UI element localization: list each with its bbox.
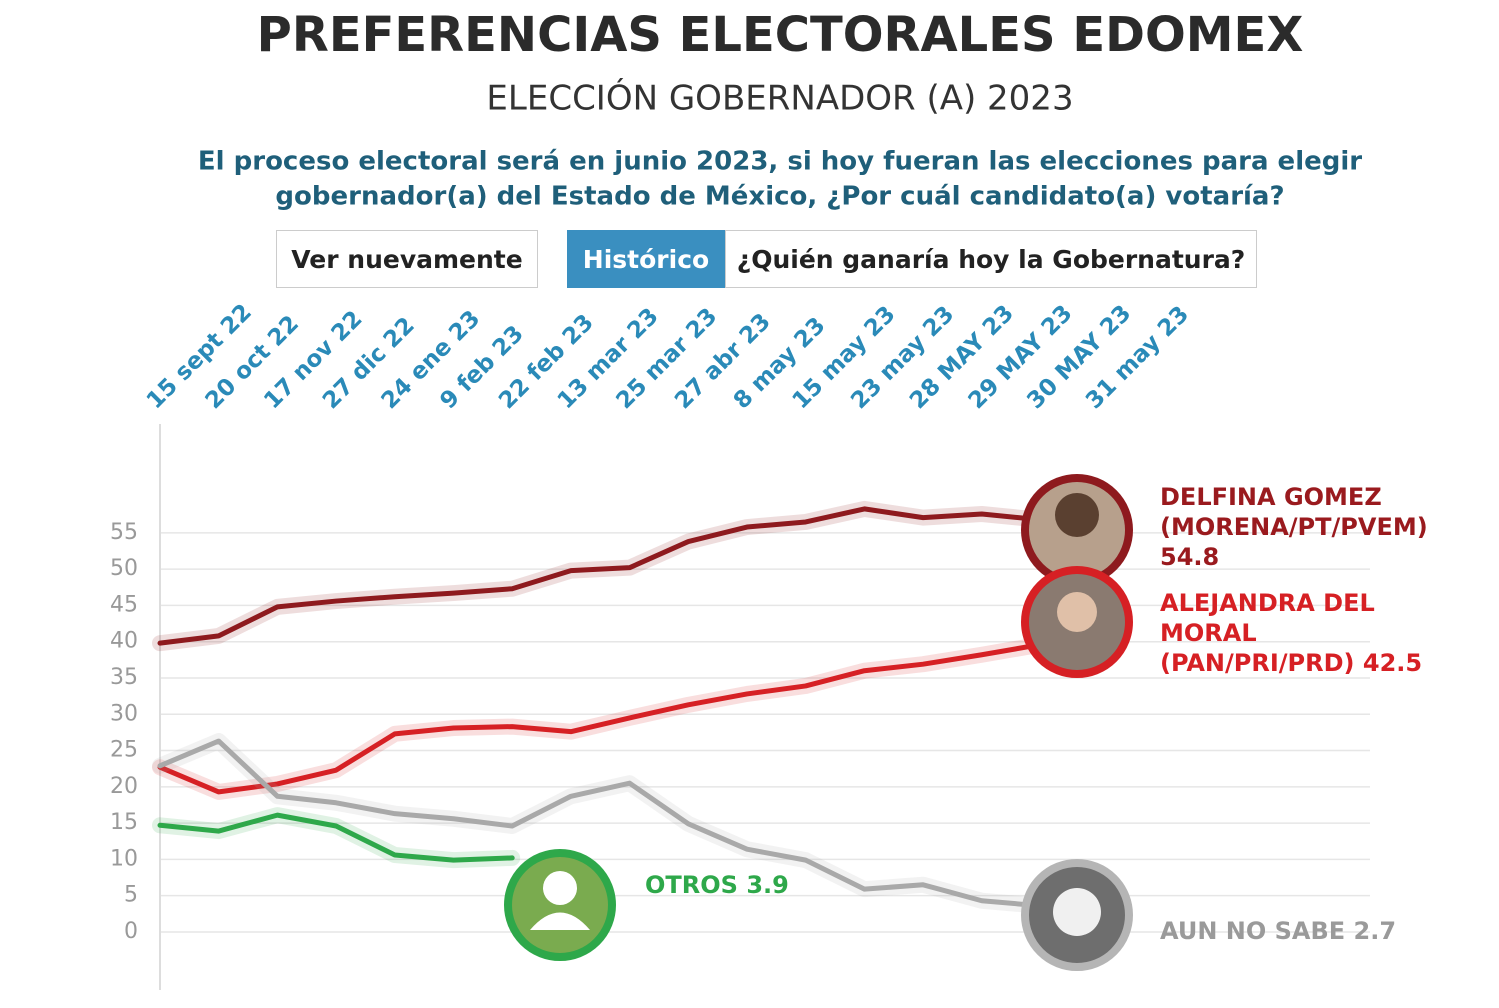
page: PREFERENCIAS ELECTORALES EDOMEX ELECCIÓN… bbox=[0, 0, 1499, 1008]
series-line bbox=[160, 624, 1099, 792]
series-line bbox=[160, 509, 1099, 643]
button-historico[interactable]: Histórico bbox=[567, 230, 725, 288]
icon-otros bbox=[508, 853, 612, 957]
y-tick-label: 0 bbox=[124, 919, 138, 944]
y-tick-label: 5 bbox=[124, 883, 138, 908]
series-name: OTROS bbox=[645, 871, 738, 899]
y-tick-label: 40 bbox=[110, 629, 138, 654]
y-tick-label: 50 bbox=[110, 556, 138, 581]
x-tick-label: 31 may 23 bbox=[1081, 301, 1194, 414]
y-tick-label: 15 bbox=[110, 810, 138, 835]
y-tick-label: 30 bbox=[110, 701, 138, 726]
button-ver-nuevamente[interactable]: Ver nuevamente bbox=[276, 230, 538, 288]
y-tick-label: 55 bbox=[110, 520, 138, 545]
question-line: El proceso electoral será en junio 2023,… bbox=[198, 147, 1362, 177]
question-line: gobernador(a) del Estado de México, ¿Por… bbox=[275, 182, 1284, 212]
icon-aun-no-sabe bbox=[1025, 863, 1129, 967]
series-name: AUN NO SABE bbox=[1160, 917, 1345, 945]
line-halo bbox=[160, 509, 1099, 643]
line-halo bbox=[160, 624, 1099, 792]
y-tick-label: 20 bbox=[110, 774, 138, 799]
data-label: 2.7 bbox=[1354, 917, 1397, 945]
chart-subtitle: ELECCIÓN GOBERNADOR (A) 2023 bbox=[486, 78, 1073, 119]
y-tick-label: 45 bbox=[110, 592, 138, 617]
photo-alejandra bbox=[1025, 570, 1129, 674]
end-label: OTROS 3.9 bbox=[645, 870, 789, 900]
data-label: 54.8 bbox=[1160, 543, 1219, 571]
button-quien-ganaria[interactable]: ¿Quién ganaría hoy la Gobernatura? bbox=[725, 230, 1257, 288]
end-label: ALEJANDRA DEL MORAL (PAN/PRI/PRD) 42.5 bbox=[1160, 588, 1450, 678]
data-label: 3.9 bbox=[746, 871, 789, 899]
data-label: 42.5 bbox=[1363, 649, 1422, 677]
series-name: ALEJANDRA DEL MORAL (PAN/PRI/PRD) bbox=[1160, 589, 1375, 677]
y-tick-label: 10 bbox=[110, 846, 138, 871]
end-label: DELFINA GOMEZ (MORENA/PT/PVEM) 54.8 bbox=[1160, 482, 1450, 572]
y-tick-label: 35 bbox=[110, 665, 138, 690]
end-label: AUN NO SABE 2.7 bbox=[1160, 916, 1396, 946]
chart-title: PREFERENCIAS ELECTORALES EDOMEX bbox=[257, 7, 1304, 63]
y-tick-label: 25 bbox=[110, 738, 138, 763]
series-name: DELFINA GOMEZ (MORENA/PT/PVEM) bbox=[1160, 483, 1428, 541]
